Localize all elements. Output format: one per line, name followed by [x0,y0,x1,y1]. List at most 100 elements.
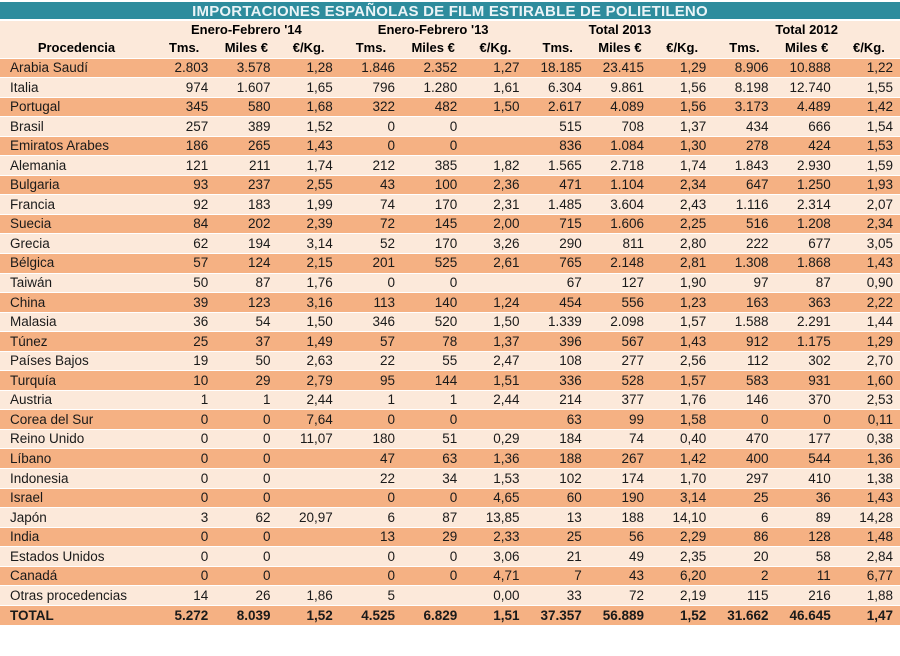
cell: 0 [402,272,465,293]
cell: 0 [339,487,403,508]
cell: 2,33 [464,526,527,547]
row-label: Brasil [0,116,153,137]
row-label: Bulgaria [0,174,153,195]
cell: 1,68 [277,96,340,117]
row-label: Otras procedencias [0,585,153,606]
cell: 370 [775,389,838,410]
cell: 29 [402,526,465,547]
cell: 188 [526,448,589,469]
cell: 170 [402,194,465,215]
cell: 7 [526,565,589,586]
cell: 2 [713,565,776,586]
cell: 454 [526,292,589,313]
cell: 3,14 [651,487,714,508]
page-title: IMPORTACIONES ESPAÑOLAS DE FILM ESTIRABL… [0,2,900,21]
cell: 1.607 [215,77,278,98]
cell: 0 [215,467,278,489]
imports-table: Enero-Febrero '14 Enero-Febrero '13 Tota… [0,21,900,625]
cell [277,467,340,489]
cell: 1,28 [277,57,340,78]
col-header-tms: Tms. [526,38,589,58]
cell: 1,37 [464,331,527,352]
cell: 2,56 [651,350,714,371]
cell: 2,34 [837,213,900,234]
cell [402,585,465,606]
cell: 72 [339,213,403,234]
cell: 1,29 [837,331,900,352]
cell: 0 [339,546,403,567]
cell: 1,99 [277,194,340,215]
cell: 1,27 [464,57,527,78]
cell: 0,29 [464,428,527,449]
cell: 2,47 [464,350,527,371]
table-row: Japón 3 62 20,97 6 87 13,85 13 188 14,10 6 89 14,28 [0,507,900,528]
cell: 20,97 [277,507,340,528]
cell: 26 [215,585,278,606]
cell: 1,53 [837,135,900,156]
cell [464,409,527,430]
cell: 0 [215,487,278,508]
col-header-miles: Miles € [402,38,465,58]
table-row: Bélgica 57 124 2,15 201 525 2,61 765 2.148 2,81 1.… [0,252,900,274]
cell: 1 [402,389,465,410]
cell: 297 [713,467,776,489]
cell: 0 [339,565,403,586]
cell: 0 [402,565,465,586]
cell: 0 [215,546,278,567]
table-row: Corea del Sur 0 0 7,64 0 0 63 99 1,58 0 0 0,11 [0,409,900,430]
cell: 1 [339,389,403,410]
cell: 1,90 [651,272,714,293]
row-label: Portugal [0,96,153,117]
cell: 4.089 [588,96,652,117]
cell: 2,81 [651,252,714,274]
cell: 72 [588,585,652,606]
cell: 1,47 [837,604,900,625]
cell: 0 [339,135,403,156]
cell: 2,80 [651,233,714,254]
cell: 1,58 [651,409,714,430]
cell: 1,88 [837,585,900,606]
cell: 62 [153,233,216,254]
cell [277,546,340,567]
cell: 36 [153,311,216,332]
cell: 62 [215,507,278,528]
cell: 2,61 [464,252,527,274]
cell: 0,40 [651,428,714,449]
cell: 63 [526,409,589,430]
cell: 471 [526,174,589,195]
cell: 1,42 [837,96,900,117]
cell: 1,61 [464,77,527,98]
row-label: Israel [0,487,153,508]
cell: 0,38 [837,428,900,449]
cell: 4.489 [775,96,838,117]
cell: 112 [713,350,776,371]
cell: 1,49 [277,331,340,352]
col-header-miles: Miles € [215,38,278,58]
cell: 1,59 [837,155,900,176]
row-label: Emiratos Arabes [0,135,153,156]
cell: 56 [588,526,652,547]
table-row: Alemania 121 211 1,74 212 385 1,82 1.565 2.718 1,… [0,155,900,176]
row-label: Corea del Sur [0,409,153,430]
cell: 14,10 [651,507,714,528]
cell: 128 [775,526,838,547]
row-label: Canadá [0,565,153,586]
cell: 410 [775,467,838,489]
cell: 97 [713,272,776,293]
cell: 1,57 [651,370,714,391]
cell: 715 [526,213,589,234]
cell: 43 [339,174,403,195]
cell: 6.829 [402,604,465,625]
cell: 2,70 [837,350,900,371]
cell: 11 [775,565,838,586]
row-label: Países Bajos [0,350,153,371]
cell: 1,38 [837,467,900,489]
cell: 36 [775,487,838,508]
cell: 1,76 [651,389,714,410]
cell: 1.208 [775,213,838,234]
cell: 1,43 [651,331,714,352]
cell: 0 [153,448,216,469]
cell: 214 [526,389,589,410]
cell: 63 [402,448,465,469]
row-label: Indonesia [0,467,153,489]
